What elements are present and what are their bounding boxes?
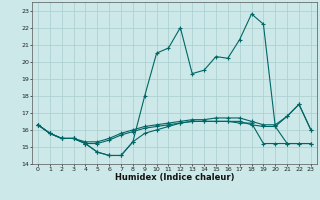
X-axis label: Humidex (Indice chaleur): Humidex (Indice chaleur) (115, 173, 234, 182)
